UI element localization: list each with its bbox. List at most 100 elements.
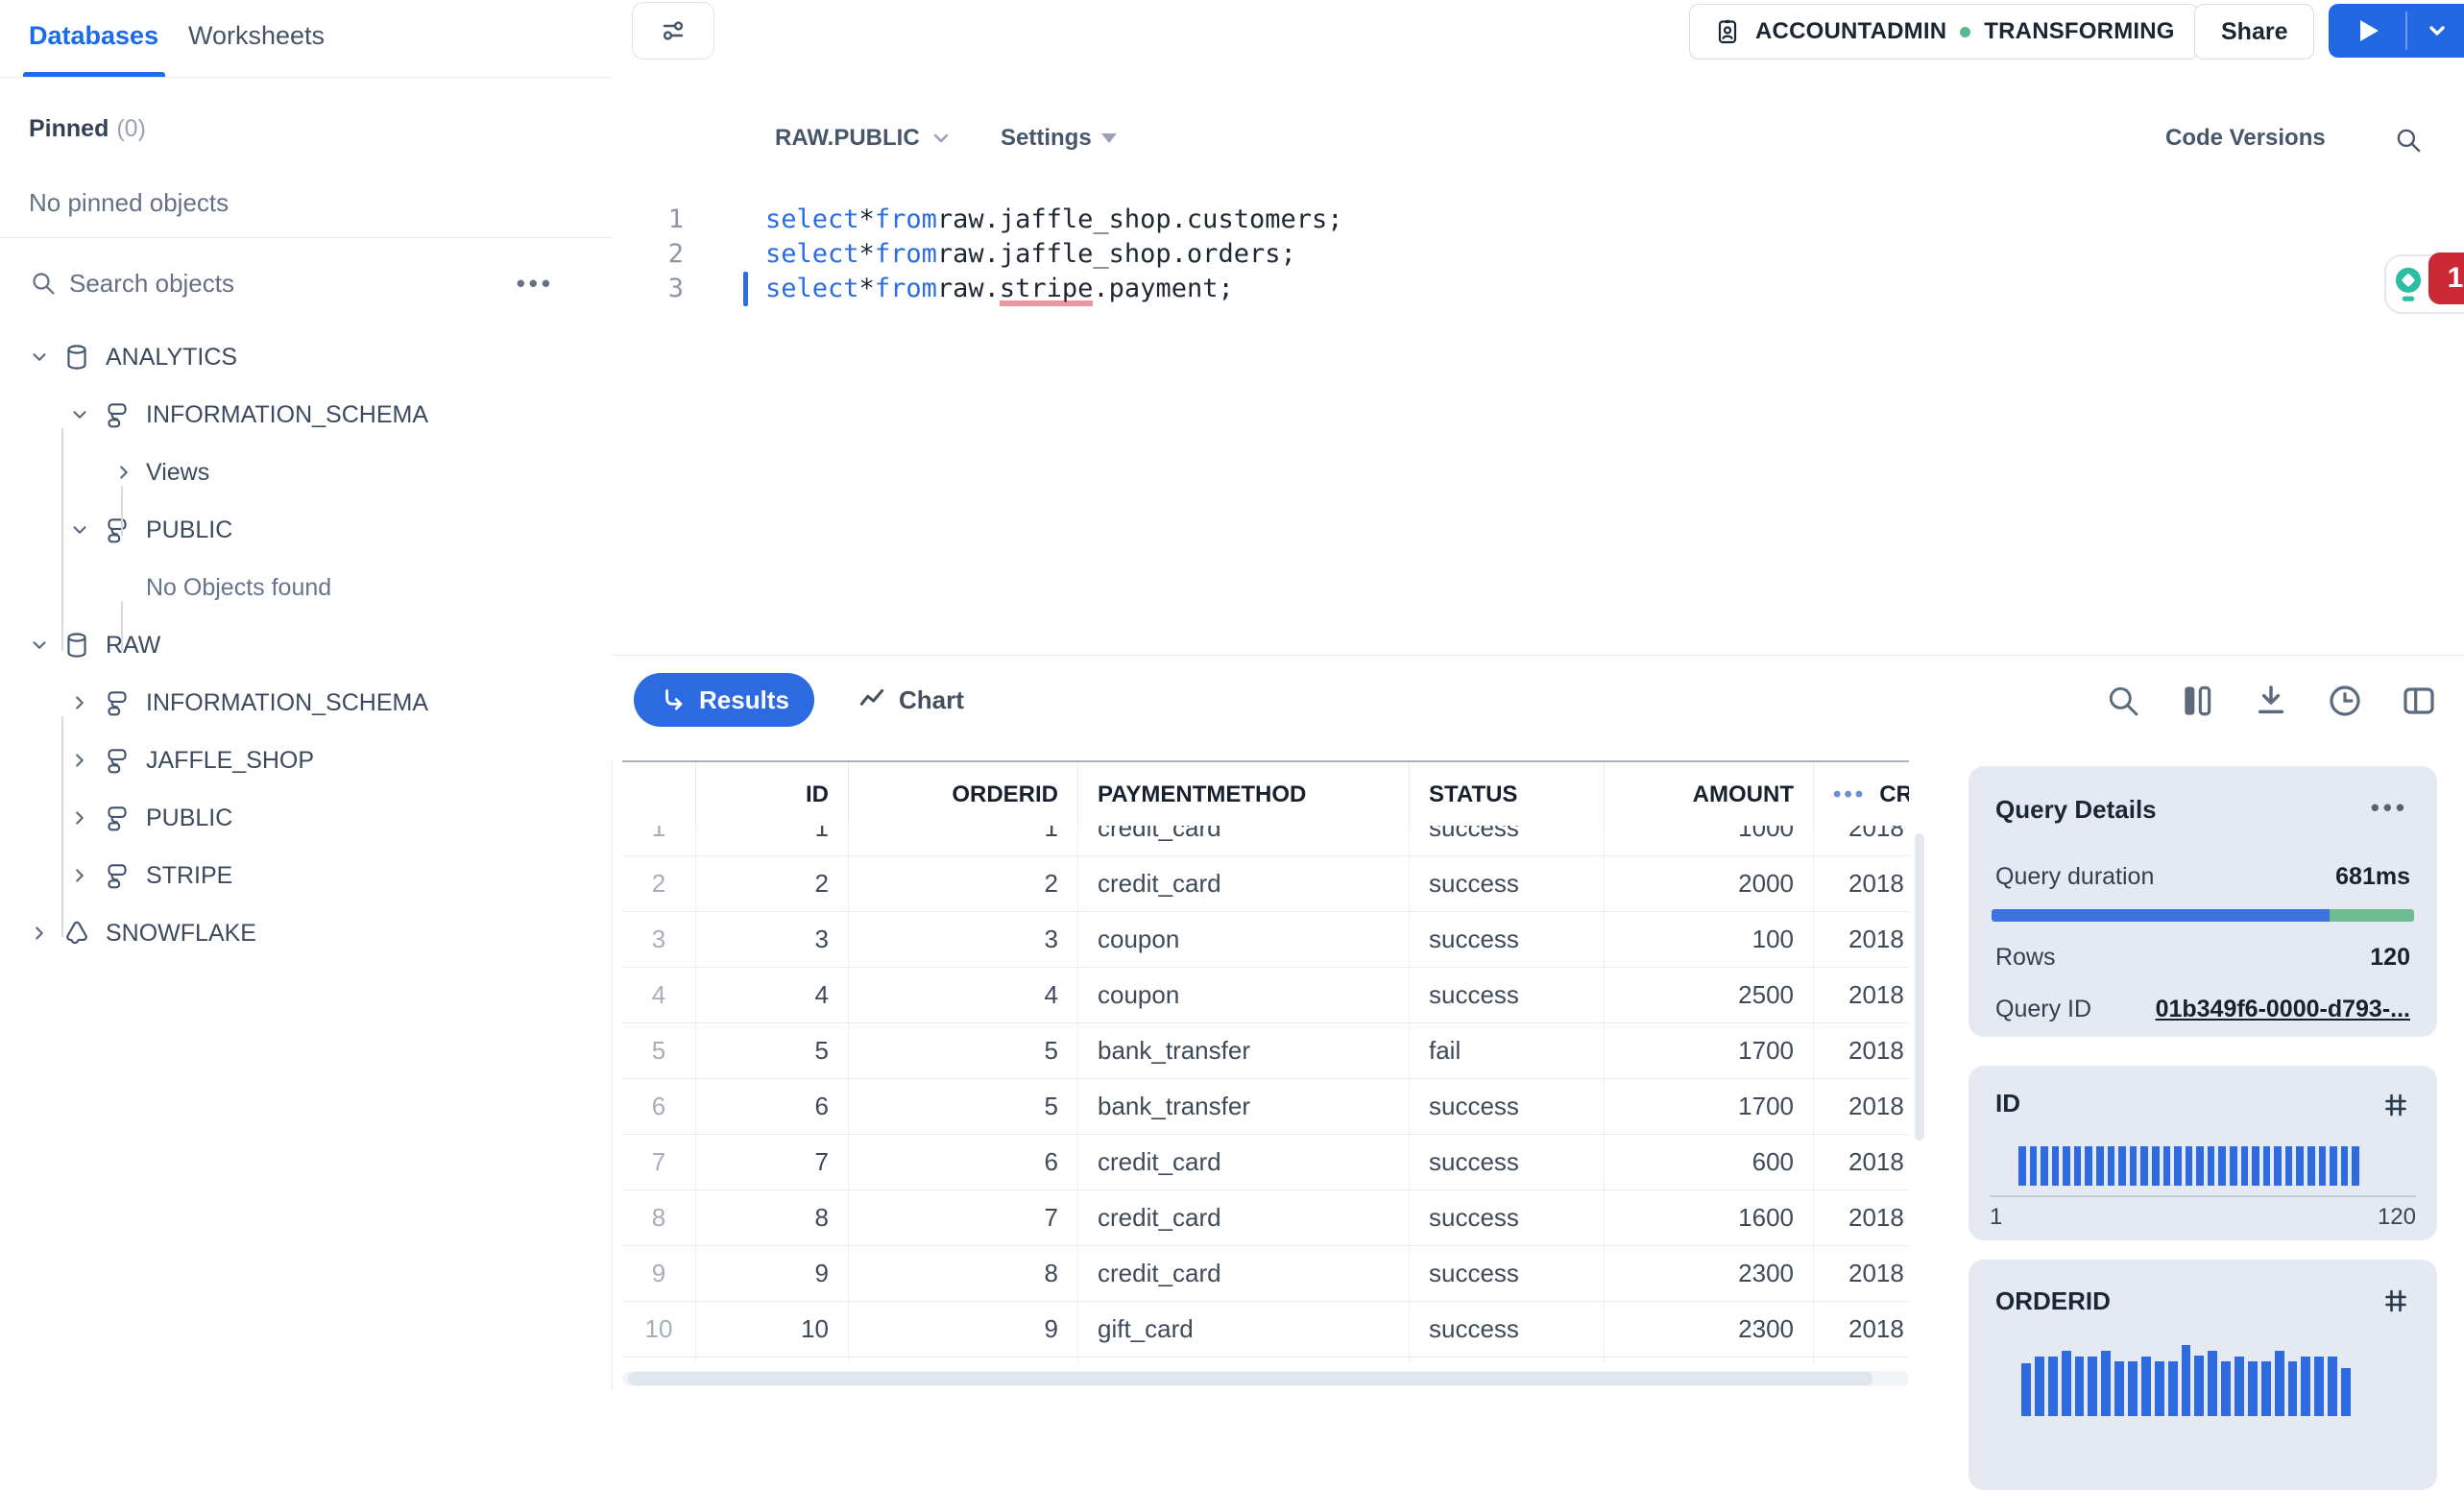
table-cell[interactable]: credit_card: [1078, 1190, 1410, 1245]
table-cell[interactable]: 2018: [1814, 1023, 1909, 1078]
table-cell[interactable]: 2018: [1814, 1246, 1909, 1301]
row-number-cell[interactable]: 8: [622, 1190, 696, 1245]
row-number-cell[interactable]: 1: [622, 826, 696, 855]
table-cell[interactable]: fail: [1410, 1023, 1605, 1078]
worksheet-config-button[interactable]: [632, 2, 714, 60]
search-options-menu-icon[interactable]: •••: [516, 269, 554, 298]
chevron-right-icon[interactable]: [29, 923, 50, 944]
query-history-button[interactable]: [2326, 682, 2364, 720]
table-row[interactable]: 10 10 9 gift_card success 2300 2018: [622, 1302, 1909, 1358]
table-row[interactable]: 4 4 4 coupon success 2500 2018: [622, 968, 1909, 1023]
table-cell[interactable]: 3: [849, 912, 1078, 967]
chevron-down-icon[interactable]: [29, 347, 50, 368]
table-cell[interactable]: 100: [1605, 912, 1814, 967]
tree-item-raw[interactable]: RAW: [0, 616, 612, 674]
object-search[interactable]: Search objects •••: [0, 255, 612, 313]
row-number-cell[interactable]: 6: [622, 1079, 696, 1134]
code-line[interactable]: 1 select * from raw.jaffle_shop.customers…: [612, 203, 2464, 237]
share-button[interactable]: Share: [2194, 4, 2315, 60]
table-cell[interactable]: coupon: [1078, 968, 1410, 1022]
download-results-button[interactable]: [2252, 682, 2290, 720]
table-horizontal-scrollbar[interactable]: [622, 1371, 1909, 1386]
tab-worksheets[interactable]: Worksheets: [188, 21, 325, 51]
tab-databases[interactable]: Databases: [29, 21, 158, 51]
tree-item-public[interactable]: PUBLIC: [0, 789, 612, 847]
table-row[interactable]: 7 7 6 credit_card success 600 2018: [622, 1135, 1909, 1190]
table-cell[interactable]: 9: [696, 1246, 849, 1301]
table-cell[interactable]: success: [1410, 968, 1605, 1022]
table-row[interactable]: 8 8 7 credit_card success 1600 2018: [622, 1190, 1909, 1246]
tree-item-analytics[interactable]: ANALYTICS: [0, 328, 612, 386]
table-row[interactable]: 6 6 5 bank_transfer success 1700 2018: [622, 1079, 1909, 1135]
column-header-amount[interactable]: AMOUNT: [1605, 762, 1814, 828]
table-cell[interactable]: 2018: [1814, 912, 1909, 967]
table-row[interactable]: 2 2 2 credit_card success 2000 2018: [622, 856, 1909, 912]
table-cell[interactable]: 10: [696, 1302, 849, 1357]
table-cell[interactable]: 8: [849, 1246, 1078, 1301]
table-cell[interactable]: bank_transfer: [1078, 1023, 1410, 1078]
column-menu-dots-icon[interactable]: •••: [1833, 781, 1867, 807]
tab-results[interactable]: Results: [634, 673, 814, 727]
table-cell[interactable]: [1814, 1358, 1909, 1363]
numeric-column-icon[interactable]: [2379, 1285, 2412, 1317]
table-cell[interactable]: success: [1410, 1246, 1605, 1301]
table-cell[interactable]: 2018: [1814, 1190, 1909, 1245]
tab-chart[interactable]: Chart: [857, 673, 964, 727]
table-cell[interactable]: [1078, 1358, 1410, 1363]
chevron-right-icon[interactable]: [69, 750, 90, 771]
code-versions-button[interactable]: Code Versions: [2165, 125, 2326, 152]
chevron-down-icon[interactable]: [69, 404, 90, 425]
tree-item-information-schema[interactable]: INFORMATION_SCHEMA: [0, 674, 612, 732]
table-cell[interactable]: 5: [849, 1023, 1078, 1078]
tree-item-information-schema[interactable]: INFORMATION_SCHEMA: [0, 386, 612, 444]
table-cell[interactable]: 1: [696, 826, 849, 855]
code-line[interactable]: 3 select * from raw. stripe .payment;: [612, 272, 2464, 306]
table-row[interactable]: [622, 1358, 1909, 1363]
tree-item-views[interactable]: Views: [0, 444, 612, 501]
table-cell[interactable]: 2018: [1814, 856, 1909, 911]
table-cell[interactable]: 1700: [1605, 1023, 1814, 1078]
table-cell[interactable]: 2000: [1605, 856, 1814, 911]
table-vertical-scrollbar[interactable]: [1915, 833, 1924, 1358]
table-cell[interactable]: success: [1410, 912, 1605, 967]
table-cell[interactable]: 2018: [1814, 1302, 1909, 1357]
chevron-down-icon[interactable]: [29, 635, 50, 656]
chevron-right-icon[interactable]: [69, 865, 90, 886]
column-header-paymentmethod[interactable]: PAYMENTMETHOD: [1078, 762, 1410, 828]
row-number-cell[interactable]: 7: [622, 1135, 696, 1190]
sql-editor[interactable]: RAW.PUBLIC Settings Code Versions 1 selec…: [612, 77, 2464, 655]
table-row[interactable]: 9 9 8 credit_card success 2300 2018: [622, 1246, 1909, 1302]
table-cell[interactable]: success: [1410, 826, 1605, 855]
table-cell[interactable]: 600: [1605, 1135, 1814, 1190]
table-cell[interactable]: credit_card: [1078, 826, 1410, 855]
table-cell[interactable]: success: [1410, 856, 1605, 911]
row-number-cell[interactable]: 5: [622, 1023, 696, 1078]
table-cell[interactable]: success: [1410, 1135, 1605, 1190]
table-cell[interactable]: success: [1410, 1302, 1605, 1357]
query-id-link[interactable]: 01b349f6-0000-d793-...: [2155, 996, 2410, 1022]
results-table[interactable]: 1 1 1 credit_card success 1000 2018 2 2 2 credit_c…: [622, 826, 1909, 1363]
row-number-cell[interactable]: 9: [622, 1246, 696, 1301]
table-cell[interactable]: 4: [696, 968, 849, 1022]
table-cell[interactable]: 5: [849, 1079, 1078, 1134]
table-cell[interactable]: gift_card: [1078, 1302, 1410, 1357]
table-cell[interactable]: credit_card: [1078, 1246, 1410, 1301]
table-cell[interactable]: 2018: [1814, 826, 1909, 855]
table-row[interactable]: 3 3 3 coupon success 100 2018: [622, 912, 1909, 968]
table-row[interactable]: 5 5 5 bank_transfer fail 1700 2018: [622, 1023, 1909, 1079]
settings-dropdown[interactable]: Settings: [1001, 125, 1117, 152]
table-cell[interactable]: 6: [849, 1135, 1078, 1190]
table-cell[interactable]: 2018: [1814, 968, 1909, 1022]
table-cell[interactable]: credit_card: [1078, 1135, 1410, 1190]
column-header-id[interactable]: ID: [696, 762, 849, 828]
table-cell[interactable]: 2: [696, 856, 849, 911]
row-number-cell[interactable]: 3: [622, 912, 696, 967]
run-button[interactable]: [2329, 4, 2405, 58]
table-row[interactable]: 1 1 1 credit_card success 1000 2018: [622, 826, 1909, 856]
table-cell[interactable]: bank_transfer: [1078, 1079, 1410, 1134]
column-header-orderid[interactable]: ORDERID: [849, 762, 1078, 828]
chevron-down-icon[interactable]: [69, 519, 90, 541]
table-cell[interactable]: 7: [696, 1135, 849, 1190]
table-cell[interactable]: coupon: [1078, 912, 1410, 967]
table-cell[interactable]: 2018: [1814, 1079, 1909, 1134]
